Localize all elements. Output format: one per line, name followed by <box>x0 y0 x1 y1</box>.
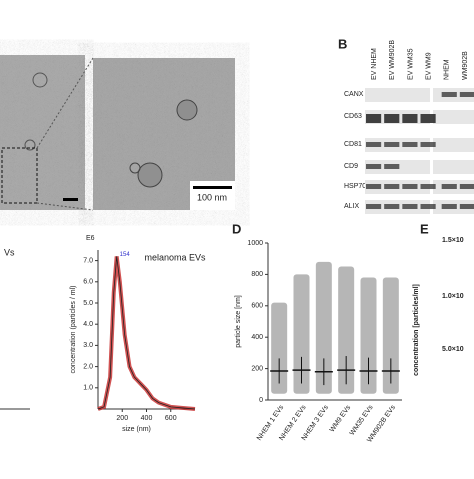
x-tick-label: 600 <box>165 415 177 422</box>
y-tick-label: 5.0 <box>83 300 93 307</box>
blot-strip <box>365 88 430 102</box>
blot-band <box>384 142 400 147</box>
protein-label: CD63 <box>344 113 362 120</box>
blot-band <box>366 114 382 123</box>
blot-band <box>441 184 457 189</box>
protein-label: ALIX <box>344 203 360 210</box>
x-tick-label: 400 <box>141 415 153 422</box>
y-tick-label: 2.0 <box>83 363 93 370</box>
point-cloud <box>382 277 399 394</box>
blot-band <box>384 114 400 123</box>
blot-band <box>420 204 436 209</box>
exponent: E6 <box>86 235 95 242</box>
blot-band <box>366 204 382 209</box>
protein-label: HSP70 <box>344 183 366 190</box>
blot-band <box>402 184 418 189</box>
scale-bar <box>193 186 232 189</box>
blot-band <box>441 92 457 97</box>
y-label: particle size [nm] <box>235 295 242 348</box>
fragment-label: Vs <box>4 247 15 257</box>
y-tick-label: 800 <box>251 271 263 278</box>
blot-band <box>402 142 418 147</box>
y-tick-label: 400 <box>251 334 263 341</box>
y-tick-label: 1.5×10 <box>442 237 464 244</box>
y-tick-label: 3.0 <box>83 342 93 349</box>
blot-strip <box>433 138 474 152</box>
lane-label: NHEM <box>444 59 451 80</box>
y-tick-label: 6.0 <box>83 279 93 286</box>
vesicle <box>32 72 48 88</box>
point-cloud <box>338 266 355 394</box>
y-tick-label: 5.0×10 <box>442 346 464 353</box>
lane-label: EV WM35 <box>407 48 414 80</box>
vesicle <box>129 162 141 174</box>
peak-label: 154 <box>120 252 131 258</box>
panel-label: B <box>338 36 347 51</box>
blot-band <box>384 164 400 169</box>
y-label: concentration [particles/ml] <box>413 284 420 376</box>
blot-band <box>402 204 418 209</box>
scale-box <box>190 181 235 210</box>
blot-band <box>420 142 436 147</box>
y-tick-label: 0 <box>259 397 263 404</box>
blot-strip <box>433 110 474 124</box>
y-tick-label: 4.0 <box>83 321 93 328</box>
zoom-box <box>1 147 38 204</box>
lane-label: EV NHEM <box>371 48 378 80</box>
blot-band <box>366 184 382 189</box>
blot-band <box>366 142 382 147</box>
chart-title: melanoma EVs <box>144 252 206 262</box>
lane-label: WM902B <box>462 51 469 80</box>
y-tick-label: 1000 <box>247 240 263 247</box>
scale-bar <box>63 198 78 201</box>
panel-label: E <box>420 221 429 236</box>
blot-band <box>384 204 400 209</box>
scale-label: 100 nm <box>197 192 227 202</box>
x-tick-label: 200 <box>116 415 128 422</box>
protein-label: CANX <box>344 91 364 98</box>
tem-noise <box>0 55 85 210</box>
blot-band <box>441 204 457 209</box>
x-tick-label: WM9 EVs <box>329 404 353 434</box>
x-label: size (nm) <box>122 426 151 433</box>
line <box>97 256 196 410</box>
blot-band <box>459 204 474 209</box>
blot-band <box>366 164 382 169</box>
vesicle <box>137 162 163 188</box>
blot-strip <box>433 160 474 174</box>
line-band <box>97 256 196 411</box>
y-label: concentration (particles / ml) <box>70 286 77 374</box>
zoom-line <box>36 57 94 149</box>
y-tick-label: 200 <box>251 365 263 372</box>
y-tick-label: 600 <box>251 303 263 310</box>
point-cloud <box>315 261 332 394</box>
y-tick-label: 1.0 <box>83 385 93 392</box>
blot-band <box>384 184 400 189</box>
blot-band <box>420 184 436 189</box>
protein-label: CD9 <box>344 163 358 170</box>
vesicle <box>24 139 36 151</box>
point-cloud <box>360 277 377 394</box>
protein-label: CD81 <box>344 141 362 148</box>
zoom-line <box>36 202 94 211</box>
point-cloud <box>293 274 310 394</box>
panel-label: D <box>232 221 241 236</box>
lane-label: EV WM9 <box>425 52 432 80</box>
blot-band <box>402 114 418 123</box>
blot-band <box>420 114 436 123</box>
blot-band <box>459 184 474 189</box>
vesicle <box>176 99 198 121</box>
y-tick-label: 1.0×10 <box>442 293 464 300</box>
blot-band <box>459 92 474 97</box>
y-tick-label: 7.0 <box>83 257 93 264</box>
lane-label: EV WM902B <box>389 40 396 80</box>
